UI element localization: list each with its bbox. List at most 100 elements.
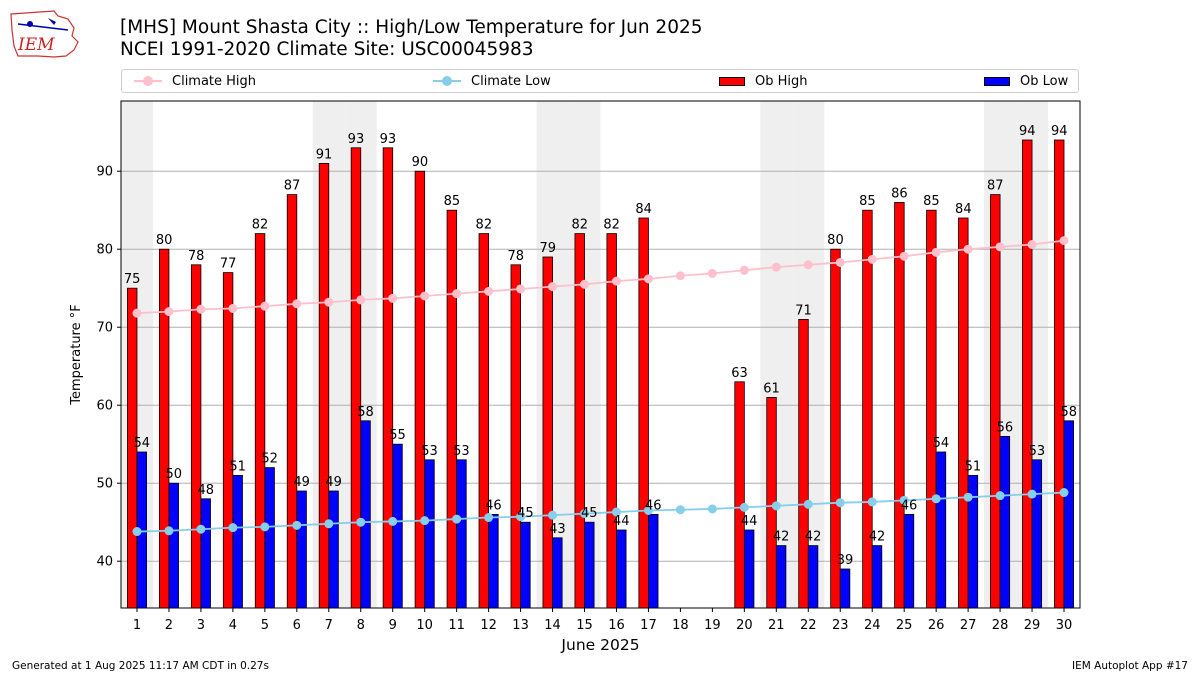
ob-low-label: 58 xyxy=(357,405,374,420)
ob-high-label: 85 xyxy=(923,194,940,209)
ob-high-bar xyxy=(158,248,170,609)
ob-high-bar xyxy=(254,233,266,609)
climate-high-point xyxy=(388,293,398,303)
ob-low-label: 49 xyxy=(325,475,342,490)
climate-high-point xyxy=(963,244,973,254)
logo-text: IEM xyxy=(17,35,55,55)
ob-low-label: 51 xyxy=(965,459,982,474)
ob-high-label: 94 xyxy=(1051,124,1068,139)
y-tick-label: 80 xyxy=(96,243,113,258)
ob-low-bar xyxy=(296,490,307,609)
x-tick-label: 28 xyxy=(992,618,1009,633)
ob-high-bar xyxy=(446,209,458,609)
climate-low-point xyxy=(771,501,781,511)
climate-low-point xyxy=(995,491,1005,501)
climate-low-point xyxy=(132,527,142,537)
climate-high-point xyxy=(452,289,462,299)
ob-high-label: 82 xyxy=(603,218,620,233)
x-tick-label: 24 xyxy=(864,618,881,633)
ob-high-bar xyxy=(318,162,330,609)
ob-high-label: 94 xyxy=(1019,124,1036,139)
x-tick-label: 1 xyxy=(133,618,141,633)
y-tick-label: 50 xyxy=(96,477,113,492)
ob-high-label: 82 xyxy=(571,218,588,233)
climate-high-point xyxy=(675,271,685,281)
x-tick-label: 21 xyxy=(768,618,785,633)
ob-high-label: 85 xyxy=(859,194,876,209)
climate-low-point xyxy=(643,506,653,515)
ob-high-swatch xyxy=(719,76,745,86)
x-tick-label: 12 xyxy=(480,618,497,633)
climate-high-point xyxy=(835,257,845,267)
climate-low-point xyxy=(196,524,206,534)
ob-high-label: 86 xyxy=(891,186,908,201)
ob-low-bar xyxy=(903,514,915,609)
ob-low-label: 54 xyxy=(933,436,950,451)
ob-low-swatch xyxy=(984,76,1010,86)
chart-subtitle: NCEI 1991-2020 Climate Site: USC00045983 xyxy=(120,39,534,60)
legend-ob-high: Ob High xyxy=(719,70,808,92)
ob-high-bar xyxy=(1022,139,1033,609)
ob-high-label: 90 xyxy=(412,155,429,170)
ob-low-bar xyxy=(168,482,179,609)
climate-high-point xyxy=(324,297,334,307)
ob-high-label: 84 xyxy=(635,202,652,217)
climate-high-point xyxy=(228,303,238,313)
climate-high-point xyxy=(611,276,621,286)
x-tick-label: 9 xyxy=(389,618,397,633)
climate-low-point xyxy=(228,523,238,533)
climate-low-point xyxy=(164,526,174,536)
generated-timestamp: Generated at 1 Aug 2025 11:17 AM CDT in … xyxy=(12,660,269,672)
climate-low-point xyxy=(611,507,621,517)
ob-low-bar xyxy=(839,568,851,609)
ob-low-bar xyxy=(1063,420,1075,609)
climate-low-point xyxy=(580,509,590,519)
ob-low-bar xyxy=(648,514,659,609)
x-tick-label: 16 xyxy=(608,618,625,633)
ob-low-bar xyxy=(616,529,627,609)
ob-high-label: 80 xyxy=(827,233,844,248)
x-tick-label: 18 xyxy=(672,618,689,633)
ob-low-bar xyxy=(392,443,403,609)
ob-high-bar xyxy=(990,194,1001,609)
climate-low-swatch xyxy=(433,76,461,86)
ob-high-label: 77 xyxy=(220,257,237,272)
x-tick-label: 3 xyxy=(197,618,205,633)
ob-low-label: 42 xyxy=(805,530,822,545)
x-tick-label: 6 xyxy=(293,618,301,633)
legend-ob-high-label: Ob High xyxy=(755,73,808,89)
ob-low-label: 53 xyxy=(421,444,438,459)
y-tick-label: 60 xyxy=(96,399,113,414)
climate-high-point xyxy=(867,254,877,264)
legend-climate-high-label: Climate High xyxy=(172,73,257,89)
ob-high-label: 71 xyxy=(795,303,812,318)
y-tick-label: 70 xyxy=(96,321,113,336)
x-tick-label: 30 xyxy=(1056,618,1073,633)
climate-high-line xyxy=(136,239,1065,315)
ob-high-label: 87 xyxy=(284,179,301,194)
ob-high-bar xyxy=(734,381,745,609)
climate-low-point xyxy=(739,502,749,512)
climate-high-point xyxy=(548,282,558,292)
ob-low-label: 42 xyxy=(869,530,886,545)
x-tick-label: 2 xyxy=(165,618,173,633)
ob-low-bar xyxy=(488,514,499,609)
climate-high-point xyxy=(260,301,270,311)
chart-title: [MHS] Mount Shasta City :: High/Low Temp… xyxy=(120,17,703,38)
ob-high-label: 91 xyxy=(316,147,333,162)
ob-low-label: 55 xyxy=(389,428,406,443)
ob-low-label: 48 xyxy=(197,483,214,498)
x-tick-label: 5 xyxy=(261,618,269,633)
climate-low-point xyxy=(867,497,877,507)
ob-high-bar xyxy=(414,170,426,609)
ob-low-label: 54 xyxy=(134,436,151,451)
ob-low-label: 51 xyxy=(229,459,246,474)
x-tick-label: 17 xyxy=(640,618,657,633)
climate-high-point xyxy=(707,268,717,278)
climate-low-point xyxy=(516,512,526,522)
ob-high-label: 61 xyxy=(763,381,780,396)
climate-high-point xyxy=(931,247,941,257)
legend-climate-low: Climate Low xyxy=(433,70,551,92)
climate-low-point xyxy=(963,492,973,502)
legend-climate-high: Climate High xyxy=(134,70,256,92)
